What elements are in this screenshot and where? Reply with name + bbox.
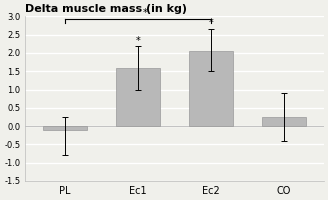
Text: *: *	[143, 8, 148, 18]
Bar	[262, 117, 306, 126]
Text: *: *	[136, 36, 140, 46]
Text: Delta muscle mass (in kg): Delta muscle mass (in kg)	[25, 4, 187, 14]
Bar	[189, 51, 233, 126]
Bar	[43, 126, 87, 130]
Text: *: *	[209, 18, 213, 28]
Bar	[116, 68, 160, 126]
